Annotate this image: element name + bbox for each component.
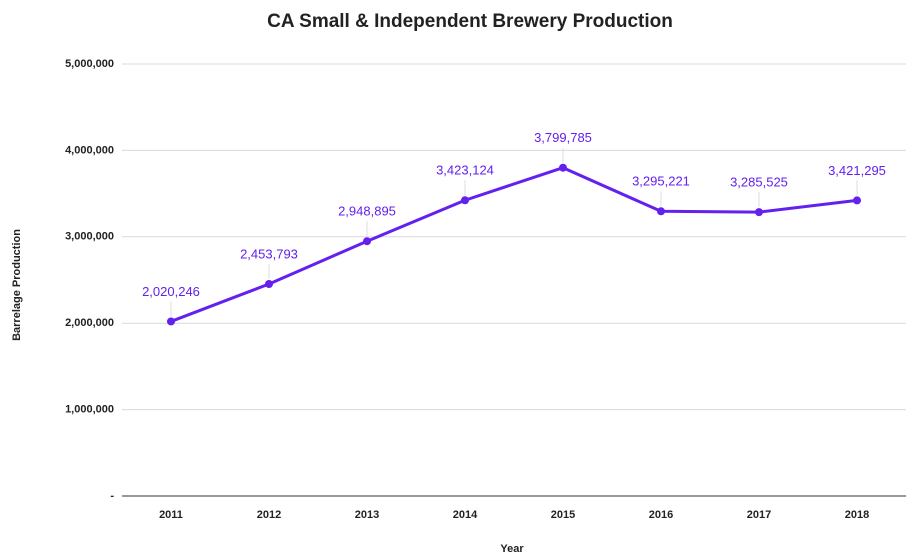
point	[461, 196, 469, 205]
value-label: 3,423,124	[436, 163, 494, 178]
x-tick-label: 2018	[845, 509, 869, 521]
chart-title: CA Small & Independent Brewery Productio…	[267, 11, 673, 32]
x-tick-label: 2015	[551, 509, 575, 521]
point	[363, 237, 371, 246]
value-label: 2,020,246	[142, 284, 200, 299]
x-tick-label: 2016	[649, 509, 673, 521]
x-tick-label: 2017	[747, 509, 771, 521]
y-tick-label: 5,000,000	[65, 58, 114, 70]
y-tick-label: -	[110, 490, 114, 502]
y-tick-label: 4,000,000	[65, 144, 114, 156]
value-label: 3,421,295	[828, 163, 886, 178]
point	[265, 279, 273, 288]
line	[170, 166, 858, 323]
x-tick-label: 2014	[453, 509, 478, 521]
value-label: 2,948,895	[338, 204, 396, 219]
point	[559, 163, 567, 172]
y-tick-label: 1,000,000	[65, 404, 114, 416]
point	[167, 317, 175, 326]
y-tick-label: 2,000,000	[65, 317, 114, 329]
x-tick-label: 2013	[355, 509, 379, 521]
value-label: 3,295,221	[632, 174, 690, 189]
y-axis-label: Barrelage Production	[11, 229, 23, 341]
y-tick-label: 3,000,000	[65, 231, 114, 243]
x-tick-label: 2012	[257, 509, 281, 521]
x-axis-label: Year	[500, 543, 524, 555]
point	[755, 208, 763, 217]
point	[657, 207, 665, 216]
point	[853, 196, 861, 205]
value-label: 2,453,793	[240, 246, 298, 261]
x-tick-label: 2011	[159, 509, 183, 521]
value-label: 3,799,785	[534, 130, 592, 145]
value-label: 3,285,525	[730, 175, 788, 190]
